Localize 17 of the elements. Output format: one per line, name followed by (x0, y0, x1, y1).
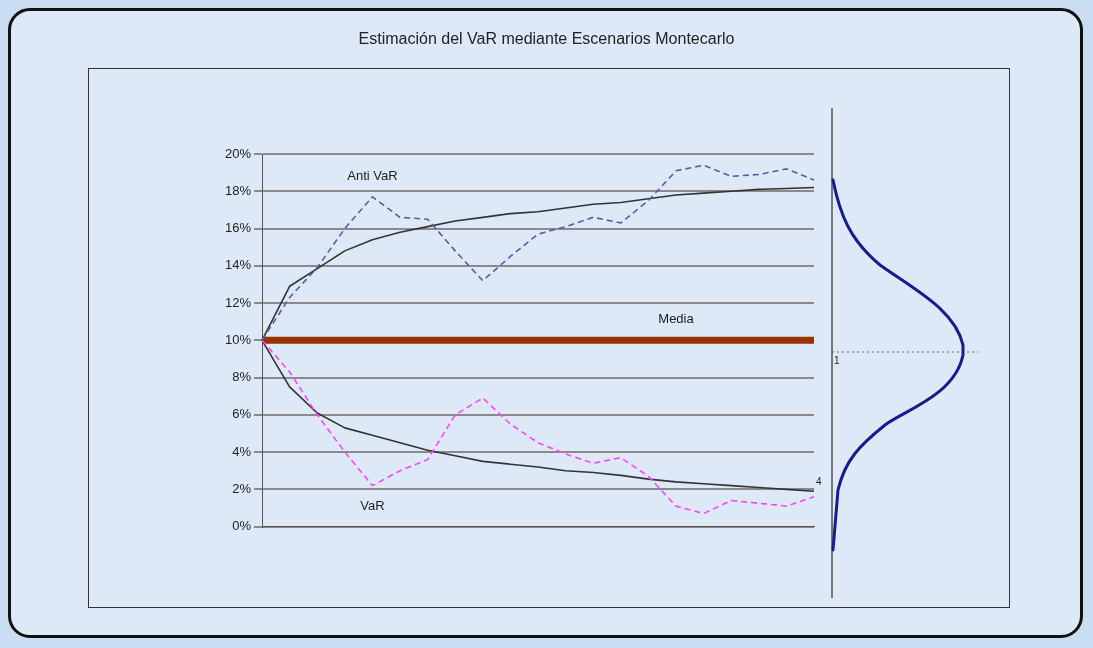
text: 4 (816, 476, 822, 487)
y-tick-label: 10% (224, 331, 252, 347)
y-tick-label: 14% (224, 257, 252, 273)
y-tick-label: 20% (224, 145, 252, 161)
y-tick-label: 16% (224, 220, 252, 236)
y-tick-label: 12% (224, 294, 252, 310)
text: 1 (834, 355, 840, 366)
y-tick-label: 6% (232, 406, 252, 422)
series-label: Media (658, 311, 695, 327)
y-tick-label: 4% (232, 443, 252, 459)
series-label: VaR (360, 497, 385, 513)
y-tick-label: 8% (232, 369, 252, 385)
y-tick-label: 0% (232, 518, 252, 534)
y-tick-label: 2% (232, 480, 252, 496)
y-tick-label: 18% (224, 182, 252, 198)
chart-title: Estimación del VaR mediante Escenarios Montecarlo (357, 30, 736, 48)
series-label: Anti VaR (347, 167, 398, 183)
